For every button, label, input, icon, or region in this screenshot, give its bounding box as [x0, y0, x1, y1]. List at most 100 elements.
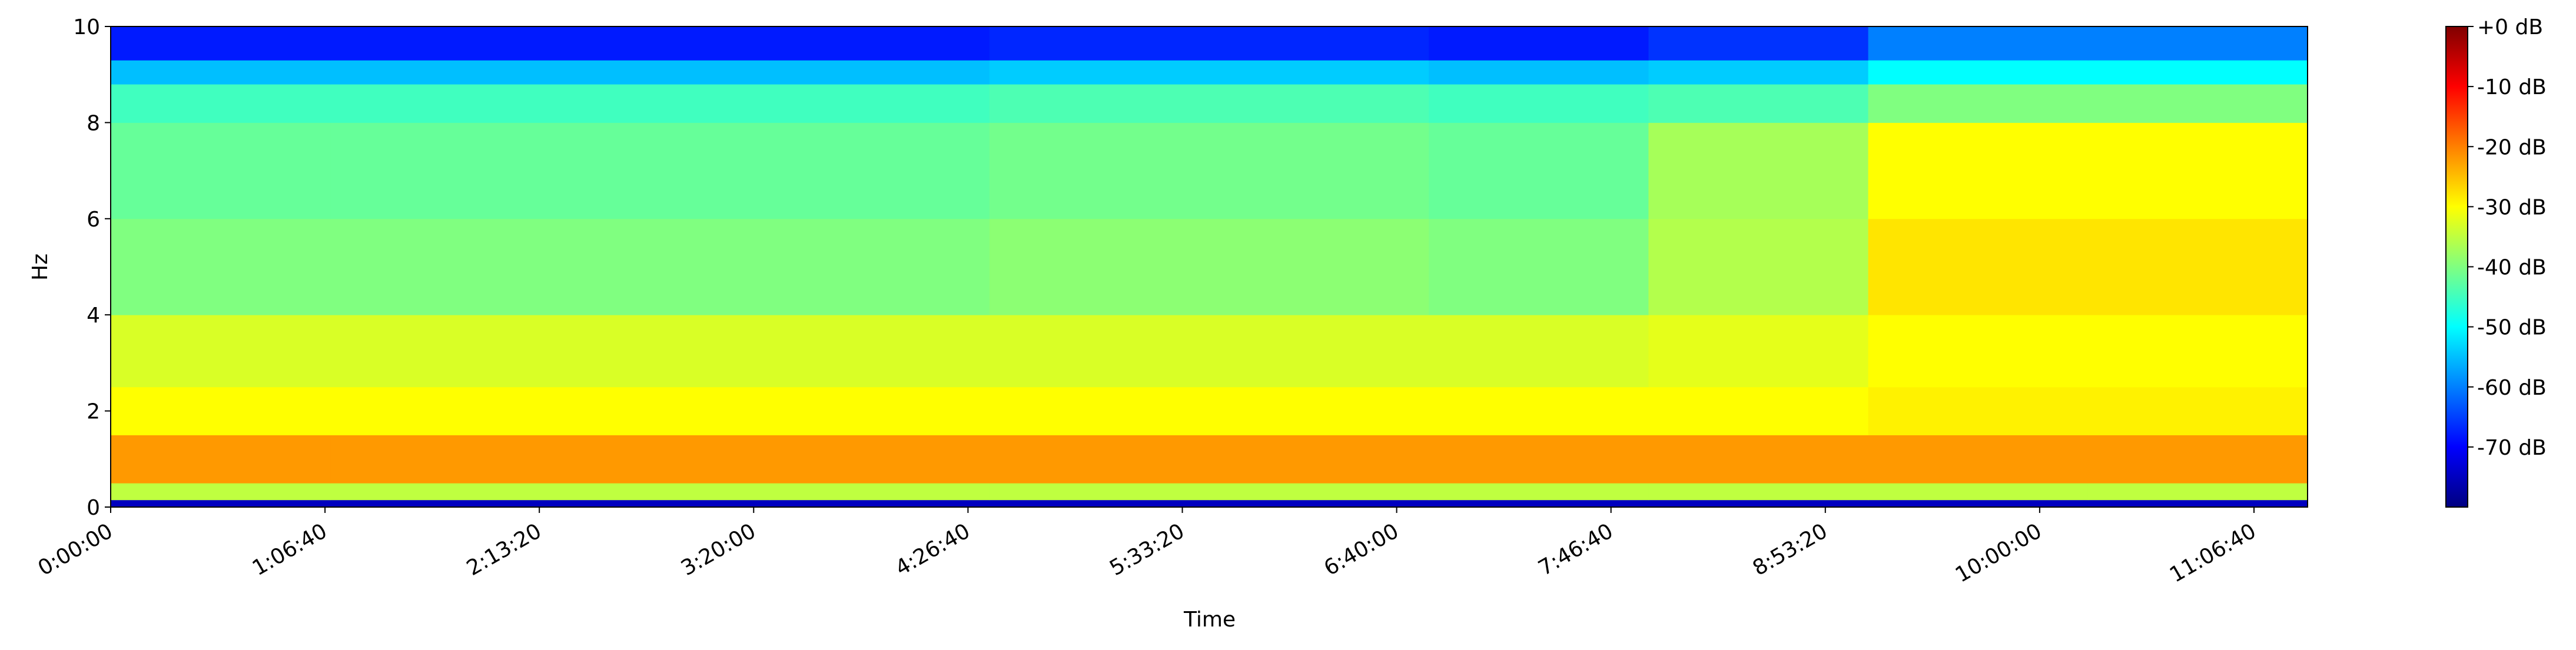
colorbar-tick-label: -20 dB	[2477, 135, 2547, 159]
y-tick-label: 2	[87, 400, 100, 424]
y-tick-label: 4	[87, 304, 100, 328]
x-tick-label: 10:00:00	[1951, 519, 2046, 587]
colorbar-tick-label: -40 dB	[2477, 256, 2547, 280]
colorbar-tick-label: -10 dB	[2477, 75, 2547, 99]
heatmap-cell	[1209, 60, 1429, 85]
heatmap-cell	[111, 122, 331, 219]
heatmap-cell	[1209, 315, 1429, 388]
plot-frame	[110, 26, 2308, 508]
heatmap-cell	[2087, 60, 2308, 85]
heatmap-cell	[1429, 315, 1649, 388]
heatmap-cell	[1648, 218, 1869, 315]
heatmap-cell	[1868, 84, 2089, 123]
heatmap-cell	[330, 483, 550, 501]
heatmap-cell	[1429, 483, 1649, 501]
heatmap-cell	[1648, 26, 1869, 61]
heatmap-cell	[2087, 26, 2308, 61]
heatmap-cell	[330, 60, 550, 85]
y-axis-label: Hz	[28, 254, 52, 281]
x-tick-label: 3:20:00	[677, 519, 760, 581]
heatmap-cell	[2087, 386, 2308, 435]
heatmap-cell	[989, 435, 1210, 484]
heatmap-cell	[1429, 122, 1649, 219]
heatmap-cell	[1868, 483, 2089, 501]
x-tick-label: 6:40:00	[1320, 519, 1403, 581]
heatmap-cell	[550, 26, 771, 61]
heatmap-cell	[330, 218, 550, 315]
heatmap-cell	[550, 386, 771, 435]
heatmap-cell	[1209, 26, 1429, 61]
heatmap-cell	[989, 483, 1210, 501]
heatmap-cell	[1429, 26, 1649, 61]
x-tick-label: 5:33:20	[1106, 519, 1189, 581]
heatmap-cell	[111, 315, 331, 388]
colorbar-tick-label: +0 dB	[2477, 15, 2543, 39]
heatmap-cell	[1209, 435, 1429, 484]
colorbar-tick-label: -60 dB	[2477, 376, 2547, 400]
heatmap-cell	[1868, 315, 2089, 388]
x-tick-label: 0:00:00	[34, 519, 117, 581]
heatmap-cell	[1429, 60, 1649, 85]
heatmap-cell	[1868, 26, 2089, 61]
heatmap-cell	[1868, 435, 2089, 484]
heatmap-cell	[1429, 386, 1649, 435]
heatmap-cell	[111, 60, 331, 85]
x-tick-label: 4:26:40	[891, 519, 974, 581]
heatmap-cell	[1868, 499, 2089, 508]
heatmap-cell	[989, 218, 1210, 315]
heatmap-cell	[769, 483, 990, 501]
heatmap-cell	[1209, 122, 1429, 219]
heatmap-cell	[330, 386, 550, 435]
heatmap-cell	[769, 435, 990, 484]
heatmap-cell	[769, 386, 990, 435]
heatmap-cell	[1429, 435, 1649, 484]
heatmap-cell	[1648, 84, 1869, 123]
heatmap-cell	[1209, 84, 1429, 123]
heatmap-cell	[1429, 499, 1649, 508]
heatmap-cell	[769, 218, 990, 315]
heatmap-cell	[2087, 122, 2308, 219]
colorbar	[2445, 26, 2468, 508]
heatmap-cell	[330, 122, 550, 219]
heatmap-cell	[330, 499, 550, 508]
heatmap-cell	[1868, 122, 2089, 219]
x-tick-label: 8:53:20	[1749, 519, 1832, 581]
heatmap-cell	[1868, 386, 2089, 435]
y-tick-label: 6	[87, 208, 100, 232]
y-tick-label: 10	[73, 15, 100, 39]
heatmap-cell	[989, 84, 1210, 123]
heatmap-cell	[2087, 499, 2308, 508]
heatmap-cell	[1429, 218, 1649, 315]
heatmap-cell	[1209, 386, 1429, 435]
heatmap-cell	[111, 26, 331, 61]
heatmap-cell	[550, 483, 771, 501]
heatmap-cell	[2087, 218, 2308, 315]
heatmap-cell	[1429, 84, 1649, 123]
heatmap-cell	[1648, 122, 1869, 219]
heatmap-cell	[330, 435, 550, 484]
heatmap-cell	[769, 122, 990, 219]
heatmap-cell	[1648, 435, 1869, 484]
heatmap-cell	[1648, 499, 1869, 508]
heatmap-cell	[1868, 60, 2089, 85]
heatmap-cell	[111, 218, 331, 315]
heatmap-cell	[2087, 84, 2308, 123]
heatmap-cell	[769, 84, 990, 123]
heatmap-cell	[769, 60, 990, 85]
heatmap-cell	[550, 218, 771, 315]
heatmap-cell	[111, 483, 331, 501]
heatmap-cell	[1648, 483, 1869, 501]
heatmap-cell	[989, 26, 1210, 61]
heatmap-cell	[769, 26, 990, 61]
x-axis-label: Time	[1183, 608, 1236, 632]
heatmap-cell	[1648, 315, 1869, 388]
heatmap-cell	[550, 84, 771, 123]
heatmap-cell	[2087, 315, 2308, 388]
heatmap-cell	[111, 435, 331, 484]
heatmap-cell	[550, 122, 771, 219]
heatmap-cell	[330, 315, 550, 388]
colorbar-tick-label: -50 dB	[2477, 316, 2547, 340]
heatmap-cell	[989, 122, 1210, 219]
heatmap-cell	[1209, 218, 1429, 315]
heatmap-cell	[2087, 483, 2308, 501]
